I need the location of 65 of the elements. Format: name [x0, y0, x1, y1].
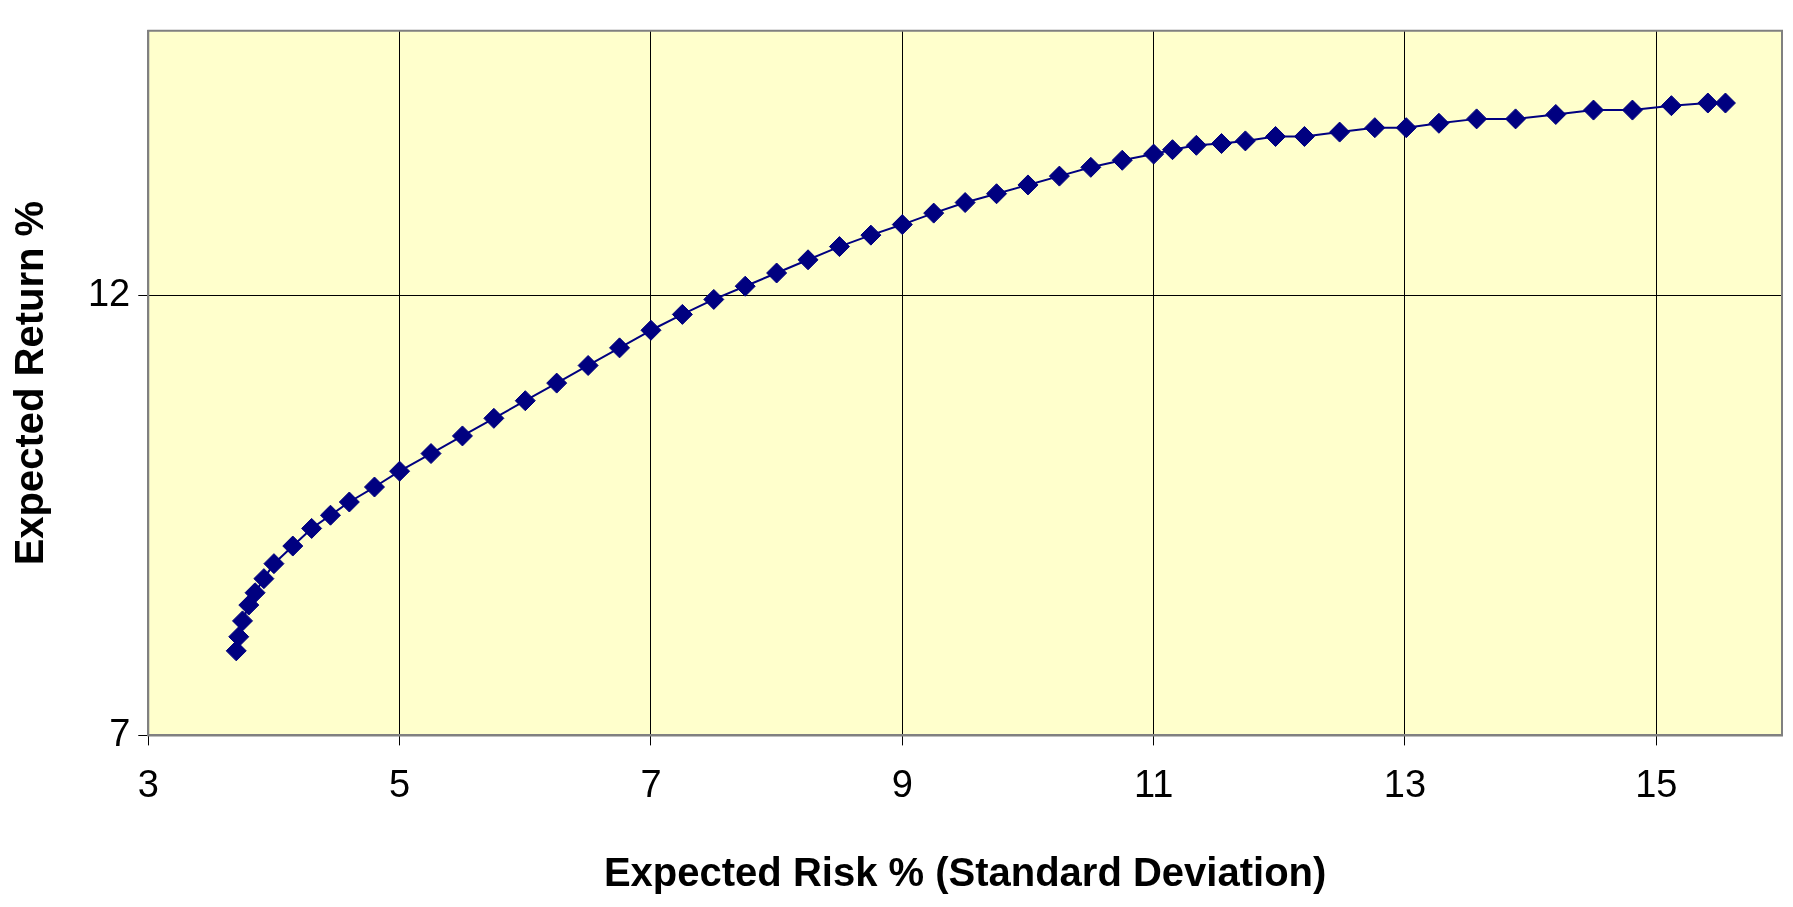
point — [1714, 92, 1736, 114]
point — [1234, 130, 1256, 152]
point — [986, 183, 1008, 205]
point — [1185, 134, 1207, 156]
x-tick-label: 9 — [891, 762, 913, 805]
point — [263, 553, 285, 575]
point — [1017, 174, 1039, 196]
point — [860, 224, 882, 246]
x-tick-label: 15 — [1635, 762, 1678, 805]
point — [703, 288, 725, 310]
point — [797, 249, 819, 271]
point — [1545, 103, 1567, 125]
point — [1329, 121, 1351, 143]
point — [891, 214, 913, 236]
point — [923, 202, 945, 224]
x-tick-label: 3 — [137, 762, 159, 805]
x-axis-title: Expected Risk % (Standard Deviation) — [603, 850, 1327, 895]
point — [1395, 117, 1417, 139]
point — [766, 262, 788, 284]
point — [363, 476, 385, 498]
point — [546, 372, 568, 394]
point — [1265, 125, 1287, 147]
x-tick-label: 13 — [1383, 762, 1427, 805]
point — [1080, 156, 1102, 178]
point — [577, 354, 599, 376]
point — [232, 610, 254, 632]
point — [338, 491, 360, 513]
point — [483, 407, 505, 429]
point — [1466, 108, 1488, 130]
point — [671, 303, 693, 325]
point — [640, 319, 662, 341]
point — [609, 337, 631, 359]
point — [1143, 143, 1165, 165]
point — [389, 460, 411, 482]
point — [1111, 149, 1133, 171]
point — [1211, 133, 1232, 155]
point — [253, 568, 275, 590]
point — [1505, 108, 1527, 130]
y-tick-label: 12 — [87, 271, 131, 314]
point — [1161, 139, 1183, 161]
x-tick-label: 5 — [389, 762, 411, 805]
point — [1048, 165, 1070, 187]
x-tick-label: 11 — [1133, 762, 1174, 805]
point — [1364, 117, 1386, 139]
point — [238, 594, 260, 616]
point — [451, 425, 473, 447]
point — [319, 504, 341, 526]
x-tick-label: 7 — [640, 762, 662, 805]
point — [1428, 112, 1450, 134]
point — [514, 390, 536, 412]
point — [734, 275, 756, 297]
point — [228, 626, 250, 648]
point — [282, 535, 304, 557]
y-axis-title: Expected Return % — [7, 200, 52, 566]
point — [225, 640, 247, 662]
point — [244, 582, 266, 604]
point — [420, 443, 442, 465]
point — [1293, 125, 1315, 147]
point — [954, 192, 976, 214]
point — [301, 517, 323, 539]
point — [1621, 99, 1643, 121]
point — [1697, 92, 1719, 114]
point — [1660, 95, 1682, 117]
point — [828, 236, 850, 258]
point — [1582, 99, 1604, 121]
